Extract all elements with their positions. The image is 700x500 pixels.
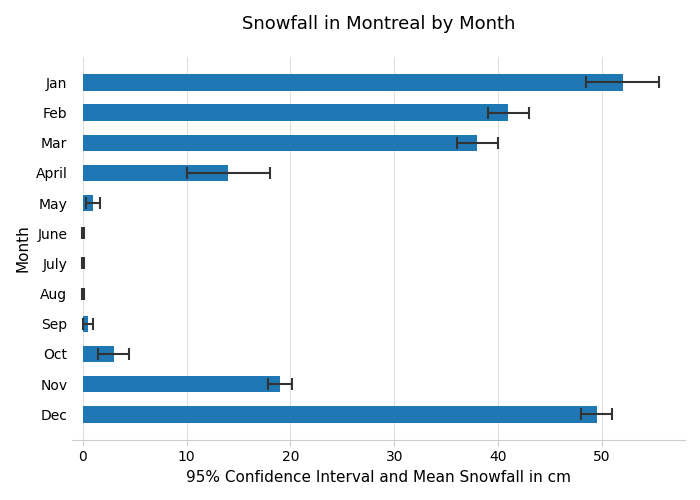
- Bar: [83, 134, 477, 151]
- Bar: [83, 346, 114, 362]
- Bar: [83, 316, 88, 332]
- Bar: [83, 195, 93, 212]
- Bar: [83, 164, 228, 182]
- Bar: [83, 376, 280, 392]
- X-axis label: 95% Confidence Interval and Mean Snowfall in cm: 95% Confidence Interval and Mean Snowfal…: [186, 470, 571, 485]
- Y-axis label: Month: Month: [15, 224, 30, 272]
- Title: Snowfall in Montreal by Month: Snowfall in Montreal by Month: [242, 15, 515, 33]
- Bar: [83, 104, 508, 121]
- Bar: [83, 74, 623, 91]
- Bar: [83, 406, 596, 422]
